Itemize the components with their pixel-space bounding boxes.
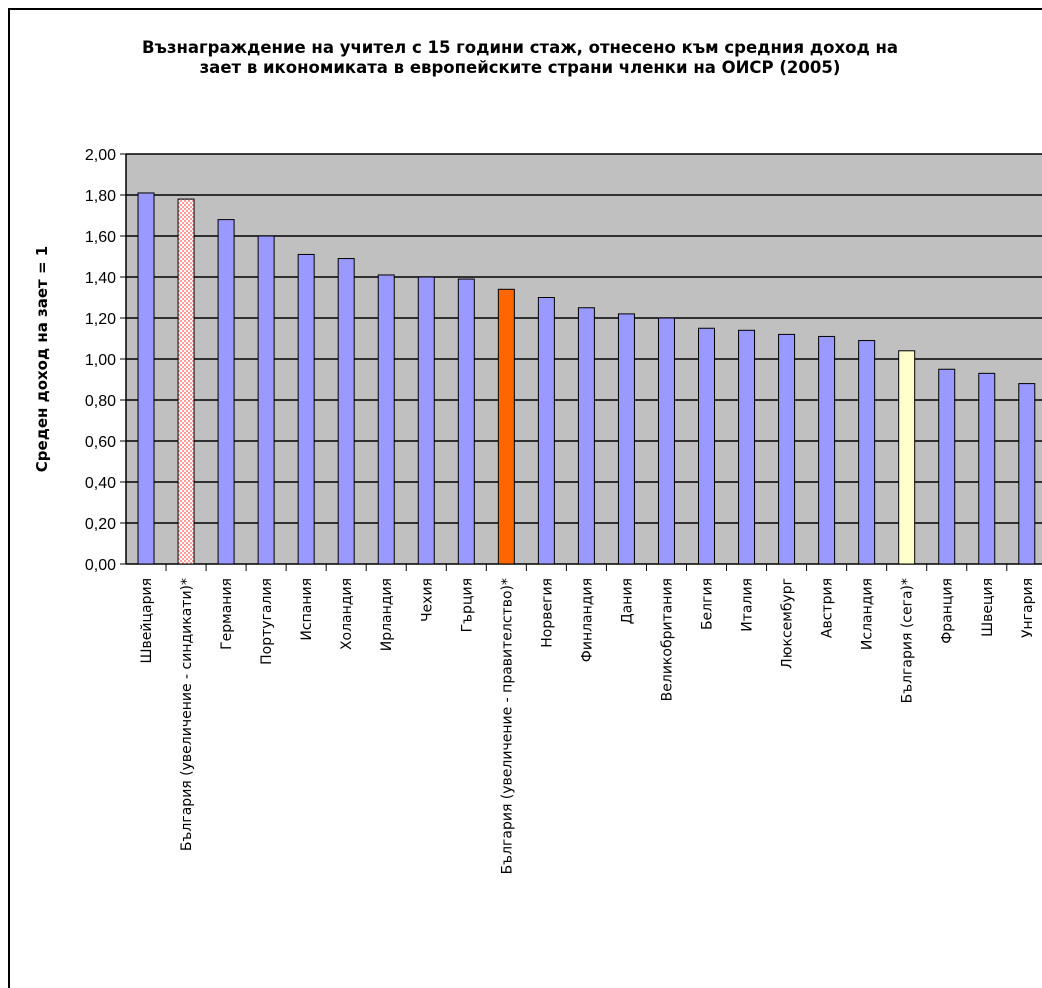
y-tick-label: 1,80	[85, 188, 116, 205]
y-tick-label: 2,00	[85, 147, 116, 164]
bar	[938, 368, 956, 565]
x-tick-label: Чехия	[419, 578, 435, 622]
x-tick-label: Исландия	[860, 578, 876, 650]
bar	[738, 329, 756, 565]
x-tick-label: Люксембург	[780, 578, 796, 669]
bar	[297, 253, 315, 565]
x-tick-label: Норвегия	[539, 578, 555, 648]
x-tick-label: Швеция	[980, 578, 996, 637]
bar	[537, 297, 555, 565]
y-tick-label: 1,20	[85, 311, 116, 328]
x-tick-label: Унгария	[1020, 578, 1036, 638]
bar	[217, 219, 235, 565]
x-tick-label: Холандия	[339, 578, 355, 650]
bar	[417, 276, 435, 565]
y-tick-label: 0,00	[85, 557, 116, 574]
x-tick-label: Белгия	[700, 578, 716, 630]
x-tick-label: Великобритания	[659, 578, 675, 701]
x-tick-label: Германия	[219, 578, 235, 650]
y-tick-label: 0,40	[85, 475, 116, 492]
x-tick-label: Ирландия	[379, 578, 395, 651]
x-tick-label: Португалия	[259, 578, 275, 665]
bar	[778, 333, 796, 565]
bar	[898, 350, 916, 565]
x-tick-label: България (увеличение - правителство)*	[499, 578, 515, 874]
bar	[858, 340, 876, 565]
bar	[577, 307, 595, 565]
bar	[377, 274, 395, 565]
x-tick-label: Италия	[740, 578, 756, 632]
y-tick-label: 0,20	[85, 516, 116, 533]
bar	[497, 288, 515, 565]
bar	[457, 278, 475, 565]
y-tick-label: 1,60	[85, 229, 116, 246]
x-tick-label: България (сега)*	[900, 578, 916, 703]
y-tick-label: 1,40	[85, 270, 116, 287]
x-tick-label: Испания	[299, 578, 315, 641]
y-tick-label: 0,80	[85, 393, 116, 410]
y-tick-label: 0,60	[85, 434, 116, 451]
x-tick-label: Финландия	[579, 578, 595, 662]
bar	[818, 335, 836, 565]
x-tick-label: Франция	[940, 578, 956, 644]
x-tick-label: България (увеличение - синдикати)*	[179, 578, 195, 851]
x-tick-label: Дания	[619, 578, 635, 624]
bar	[257, 235, 275, 565]
bar	[177, 198, 195, 565]
bar	[657, 317, 675, 565]
bar	[698, 327, 716, 565]
bar	[1018, 383, 1036, 565]
bar	[978, 372, 996, 565]
x-tick-label: Гърция	[459, 578, 475, 632]
bar	[137, 192, 155, 565]
bar	[617, 313, 635, 565]
x-tick-label: Швейцария	[139, 578, 155, 663]
chart-title: Възнаграждение на учител с 15 години ста…	[141, 38, 899, 77]
x-tick-label: Австрия	[820, 578, 836, 638]
bar	[337, 258, 355, 565]
y-tick-label: 1,00	[85, 352, 116, 369]
y-axis-title: Среден доход на зает = 1	[33, 246, 51, 472]
